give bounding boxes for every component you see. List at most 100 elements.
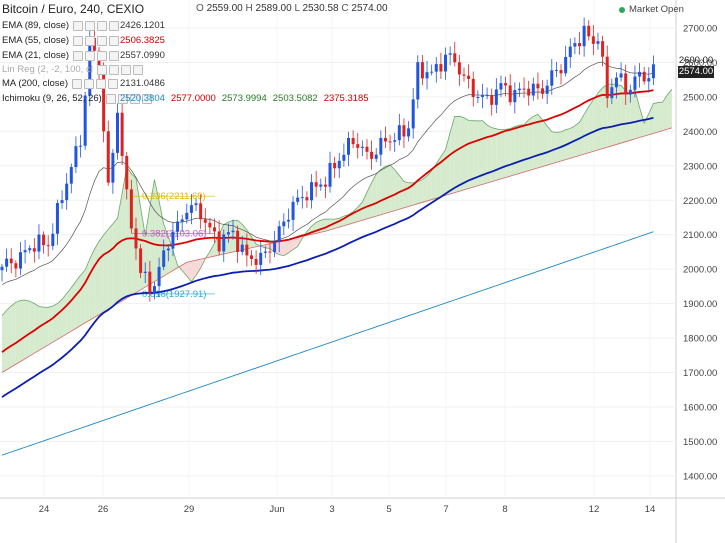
cloud-segment (621, 85, 626, 144)
candle-body (189, 205, 193, 213)
eye-icon[interactable] (73, 35, 84, 46)
indicator-label: EMA (55, close) (2, 35, 70, 46)
eye-icon[interactable] (72, 78, 82, 89)
candle-body (356, 144, 360, 148)
more-icon[interactable] (109, 35, 120, 46)
close-icon[interactable] (97, 35, 108, 46)
cloud-segment (547, 125, 552, 166)
candle-body (485, 95, 489, 97)
cloud-segment (228, 220, 233, 253)
cloud-segment (634, 89, 640, 139)
settings-icon[interactable] (85, 50, 96, 61)
candle-body (314, 182, 318, 187)
candle-body (102, 71, 106, 132)
close-icon[interactable] (129, 93, 140, 104)
candle-body (79, 145, 83, 147)
settings-icon[interactable] (117, 93, 128, 104)
cloud-segment (29, 301, 35, 356)
cloud-segment (112, 218, 118, 307)
indicator-controls[interactable] (105, 93, 152, 104)
indicator-controls[interactable] (72, 78, 118, 89)
candle-body (430, 71, 434, 73)
settings-icon[interactable] (108, 64, 119, 75)
x-tick-label: 26 (98, 504, 109, 515)
indicator-label: Ichimoku (9, 26, 52, 26) (2, 93, 102, 104)
cloud-segment (283, 239, 289, 256)
candle-body (601, 41, 605, 57)
cloud-segment (436, 156, 441, 199)
indicator-row[interactable]: Ichimoku (9, 26, 52, 26) 2520.3804 2577.00… (2, 93, 369, 104)
candle-body (199, 203, 203, 220)
x-tick-label: 8 (502, 504, 507, 515)
y-tick-label: 1800.00 (683, 334, 717, 345)
indicator-controls[interactable] (73, 50, 120, 61)
ema-89-line (1, 116, 654, 398)
cloud-segment (75, 275, 81, 329)
candle-body (310, 182, 314, 201)
cloud-segment (519, 124, 525, 174)
x-tick-label: 12 (589, 504, 600, 515)
candle-body (439, 64, 443, 72)
candle-body (259, 252, 263, 265)
close-icon[interactable] (97, 50, 108, 61)
y-tick-label: 2100.00 (683, 230, 717, 241)
cloud-segment (11, 302, 16, 367)
candle-body (51, 233, 55, 246)
indicator-row[interactable]: EMA (89, close) 2426.1201 (2, 20, 165, 31)
more-icon[interactable] (141, 93, 152, 104)
indicator-row[interactable]: EMA (55, close) 2506.3825 (2, 35, 165, 46)
fib-level-label: 0.618(1927.91) (142, 289, 206, 300)
settings-icon[interactable] (85, 20, 96, 31)
candle-body (513, 90, 517, 103)
cloud-segment (454, 116, 460, 193)
candle-body (217, 231, 221, 252)
candle-body (444, 54, 448, 72)
close-icon[interactable] (97, 20, 108, 31)
x-tick-label: 7 (443, 504, 448, 515)
cloud-segment (468, 120, 474, 189)
eye-icon[interactable] (105, 93, 116, 104)
candle-body (596, 41, 600, 44)
settings-icon[interactable] (85, 35, 96, 46)
indicator-row[interactable]: Lin Reg (2, -2, 100, cl (2, 64, 143, 75)
more-icon[interactable] (108, 78, 118, 89)
candle-body (106, 131, 110, 183)
candle-body (14, 263, 18, 269)
cloud-segment (607, 83, 612, 148)
indicator-values: 2520.3804 2577.0000 2573.9994 2503.5082 2375… (120, 93, 375, 104)
settings-icon[interactable] (84, 78, 94, 89)
cloud-segment (48, 306, 53, 345)
cloud-segment (380, 166, 386, 215)
cloud-segment (182, 262, 187, 276)
indicator-row[interactable]: MA (200, close) 2131.0486 (2, 78, 165, 89)
eye-icon[interactable] (73, 20, 84, 31)
indicator-controls[interactable] (73, 35, 120, 46)
symbol-title[interactable]: Bitcoin / Euro, 240, CEXIO (2, 2, 145, 16)
eye-icon[interactable] (73, 50, 84, 61)
cloud-segment (653, 102, 659, 134)
candle-body (32, 248, 36, 252)
candle-body (162, 250, 166, 267)
indicator-controls[interactable] (96, 64, 143, 75)
candle-body (69, 167, 73, 184)
candle-body (647, 78, 651, 82)
indicator-controls[interactable] (73, 20, 120, 31)
cloud-segment (422, 175, 428, 203)
close-icon[interactable] (96, 78, 106, 89)
candle-body (208, 222, 212, 228)
candle-body (342, 154, 346, 161)
candle-body (111, 152, 115, 183)
eye-icon[interactable] (96, 64, 107, 75)
candle-body (213, 227, 217, 232)
candle-body (397, 125, 401, 141)
candle-body (499, 83, 503, 90)
cloud-segment (145, 207, 150, 288)
more-icon[interactable] (109, 50, 120, 61)
candle-body (300, 197, 304, 199)
close-icon[interactable] (120, 64, 131, 75)
indicator-row[interactable]: EMA (21, close) 2557.0990 (2, 50, 165, 61)
cloud-segment (496, 128, 501, 181)
more-icon[interactable] (109, 20, 120, 31)
more-icon[interactable] (132, 64, 143, 75)
